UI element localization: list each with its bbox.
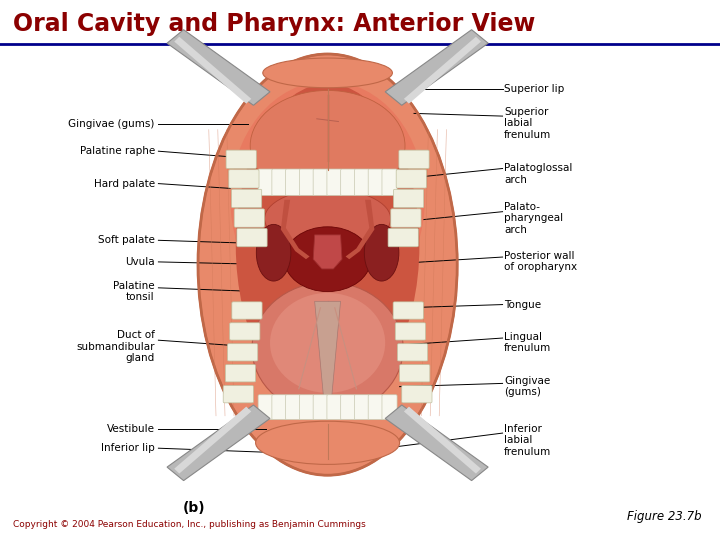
Ellipse shape	[252, 282, 403, 415]
Text: Palatoglossal
arch: Palatoglossal arch	[504, 163, 572, 185]
Ellipse shape	[256, 421, 400, 464]
Ellipse shape	[230, 81, 425, 319]
Ellipse shape	[236, 84, 419, 408]
Polygon shape	[167, 30, 270, 105]
FancyBboxPatch shape	[396, 170, 426, 188]
FancyBboxPatch shape	[228, 343, 258, 361]
Text: Figure 23.7b: Figure 23.7b	[627, 510, 702, 523]
FancyBboxPatch shape	[393, 302, 423, 319]
FancyBboxPatch shape	[300, 395, 315, 420]
FancyBboxPatch shape	[395, 323, 426, 340]
FancyBboxPatch shape	[313, 169, 328, 195]
Text: Posterior wall
of oropharynx: Posterior wall of oropharynx	[504, 251, 577, 272]
Polygon shape	[385, 30, 488, 105]
Text: Soft palate: Soft palate	[98, 235, 155, 245]
FancyBboxPatch shape	[313, 395, 328, 420]
FancyBboxPatch shape	[272, 169, 287, 195]
FancyBboxPatch shape	[397, 343, 428, 361]
Polygon shape	[385, 405, 488, 481]
FancyBboxPatch shape	[286, 395, 301, 420]
FancyBboxPatch shape	[354, 169, 369, 195]
Text: Superior
labial
frenulum: Superior labial frenulum	[504, 106, 552, 140]
FancyBboxPatch shape	[382, 395, 397, 420]
FancyBboxPatch shape	[226, 150, 256, 168]
Text: Inferior lip: Inferior lip	[101, 443, 155, 453]
Ellipse shape	[265, 189, 391, 248]
Text: (b): (b)	[183, 501, 206, 515]
FancyBboxPatch shape	[232, 189, 262, 207]
Polygon shape	[174, 37, 251, 104]
Text: Palatine
tonsil: Palatine tonsil	[113, 281, 155, 302]
FancyBboxPatch shape	[300, 169, 315, 195]
FancyBboxPatch shape	[258, 395, 274, 420]
Ellipse shape	[263, 58, 392, 87]
FancyBboxPatch shape	[234, 209, 264, 227]
Polygon shape	[167, 405, 270, 481]
Text: Duct of
submandibular
gland: Duct of submandibular gland	[76, 330, 155, 363]
Polygon shape	[281, 200, 310, 259]
FancyBboxPatch shape	[237, 228, 267, 247]
Polygon shape	[313, 235, 342, 269]
Polygon shape	[315, 301, 341, 402]
Text: Tongue: Tongue	[504, 300, 541, 309]
FancyBboxPatch shape	[258, 169, 274, 195]
Ellipse shape	[270, 293, 385, 393]
FancyBboxPatch shape	[341, 169, 356, 195]
Text: Oral Cavity and Pharynx: Anterior View: Oral Cavity and Pharynx: Anterior View	[13, 12, 536, 36]
Ellipse shape	[252, 402, 403, 418]
Text: Palatine raphe: Palatine raphe	[79, 146, 155, 156]
FancyBboxPatch shape	[341, 395, 356, 420]
FancyBboxPatch shape	[229, 170, 259, 188]
FancyBboxPatch shape	[225, 364, 256, 382]
Text: Gingivae
(gums): Gingivae (gums)	[504, 376, 550, 397]
Text: Lingual
frenulum: Lingual frenulum	[504, 332, 552, 353]
Ellipse shape	[256, 224, 291, 281]
FancyBboxPatch shape	[272, 395, 287, 420]
Text: Superior lip: Superior lip	[504, 84, 564, 93]
FancyBboxPatch shape	[402, 386, 432, 403]
FancyBboxPatch shape	[368, 169, 383, 195]
FancyBboxPatch shape	[391, 209, 421, 227]
FancyBboxPatch shape	[327, 395, 342, 420]
Text: Inferior
labial
frenulum: Inferior labial frenulum	[504, 423, 552, 457]
Text: Vestibule: Vestibule	[107, 424, 155, 434]
Polygon shape	[404, 407, 481, 474]
Ellipse shape	[284, 227, 371, 292]
FancyBboxPatch shape	[388, 228, 418, 247]
Polygon shape	[404, 37, 481, 104]
Ellipse shape	[251, 91, 405, 201]
Text: Hard palate: Hard palate	[94, 179, 155, 188]
FancyBboxPatch shape	[399, 150, 429, 168]
Text: Palato-
pharyngeal
arch: Palato- pharyngeal arch	[504, 201, 563, 235]
Text: Gingivae (gums): Gingivae (gums)	[68, 119, 155, 129]
FancyBboxPatch shape	[230, 323, 260, 340]
FancyBboxPatch shape	[232, 302, 262, 319]
Polygon shape	[346, 200, 374, 259]
FancyBboxPatch shape	[327, 169, 342, 195]
FancyBboxPatch shape	[394, 189, 423, 207]
FancyBboxPatch shape	[223, 386, 253, 403]
Ellipse shape	[364, 224, 399, 281]
FancyBboxPatch shape	[368, 395, 383, 420]
FancyBboxPatch shape	[400, 364, 430, 382]
Polygon shape	[174, 407, 251, 474]
Ellipse shape	[198, 54, 457, 475]
FancyBboxPatch shape	[286, 169, 301, 195]
Text: Uvula: Uvula	[125, 257, 155, 267]
Text: Copyright © 2004 Pearson Education, Inc., publishing as Benjamin Cummings: Copyright © 2004 Pearson Education, Inc.…	[13, 521, 366, 529]
FancyBboxPatch shape	[354, 395, 369, 420]
Ellipse shape	[252, 162, 403, 184]
FancyBboxPatch shape	[382, 169, 397, 195]
